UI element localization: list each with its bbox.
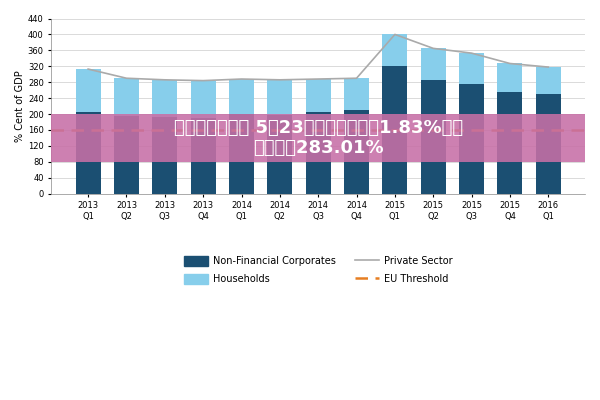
Text: 股票配资怎么做 5月23日天奈转债下跌1.83%，转
股溢价率283.01%: 股票配资怎么做 5月23日天奈转债下跌1.83%，转 股溢价率283.01% [173, 118, 463, 157]
Bar [76, 112, 101, 194]
Bar [191, 118, 215, 194]
Bar [152, 117, 177, 194]
Bar [382, 34, 407, 66]
Bar [344, 110, 369, 194]
Bar [229, 114, 254, 194]
Bar [191, 81, 215, 118]
Bar [306, 79, 331, 112]
Bar [382, 66, 407, 194]
Bar [344, 78, 369, 110]
Bar [421, 48, 446, 80]
Y-axis label: % Cent of GDP: % Cent of GDP [15, 70, 25, 142]
Bar [536, 67, 561, 94]
Bar [421, 80, 446, 194]
Bar [268, 80, 292, 115]
Bar [114, 78, 139, 116]
Bar [459, 84, 484, 194]
Bar [152, 80, 177, 117]
Bar [114, 116, 139, 194]
Bar [76, 69, 101, 112]
Bar [497, 64, 523, 92]
Bar [497, 92, 523, 194]
Legend: Non-Financial Corporates, Households, Private Sector, EU Threshold: Non-Financial Corporates, Households, Pr… [179, 251, 458, 289]
Bar [268, 115, 292, 194]
Bar [306, 112, 331, 194]
Bar [536, 94, 561, 194]
Bar [459, 53, 484, 84]
Bar [229, 79, 254, 114]
